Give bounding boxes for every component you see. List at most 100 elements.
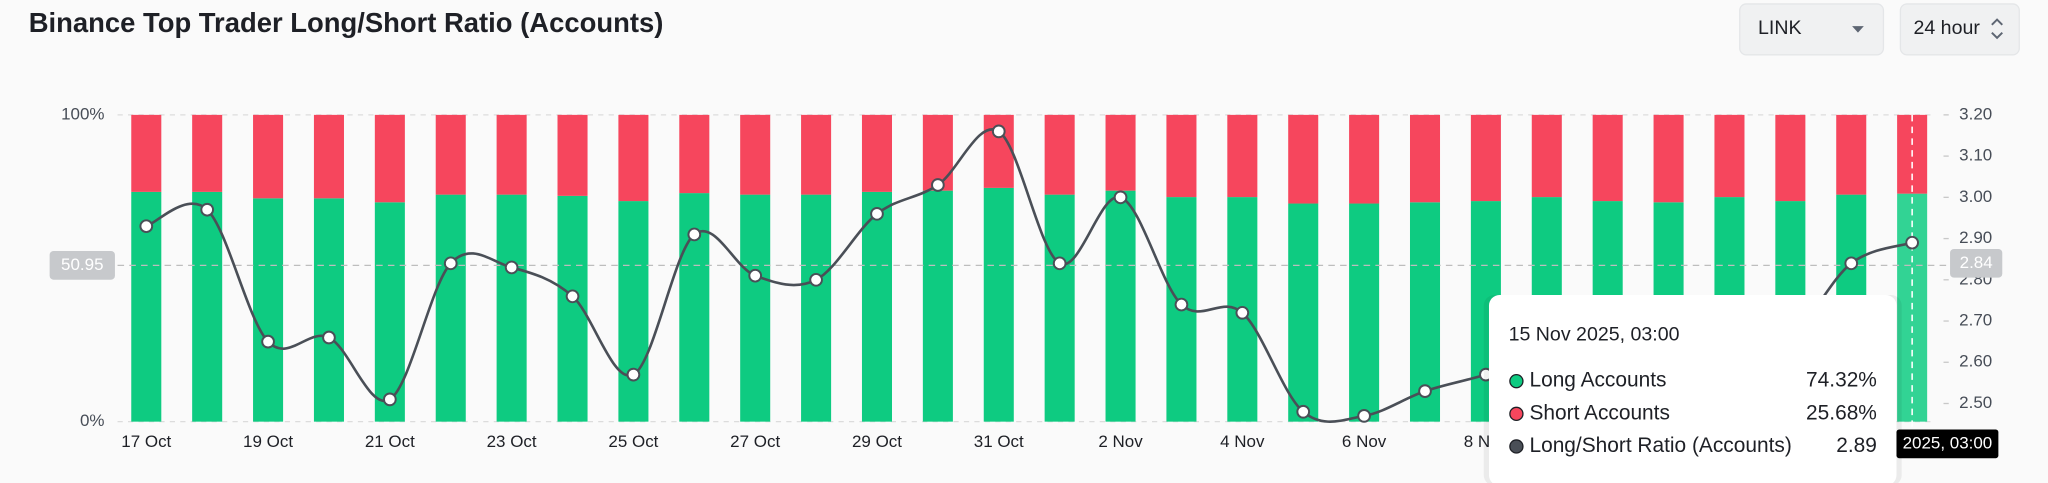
ratio-point: [1174, 297, 1189, 312]
short-bar: [618, 114, 649, 202]
tooltip: 15 Nov 2025, 03:00 Long Accounts 74.32% Sho…: [1483, 295, 1902, 483]
y2-tick-label: 2.70: [1959, 311, 1992, 330]
short-bar: [496, 114, 527, 195]
tooltip-value: 2.89: [1836, 434, 1877, 457]
crosshair-y2-label-box: [1950, 248, 2003, 278]
ratio-point: [1844, 256, 1859, 271]
short-bar: [313, 114, 344, 199]
long-bar: [192, 191, 223, 422]
symbol-dropdown[interactable]: LINK: [1739, 3, 1885, 56]
short-bar: [557, 114, 588, 196]
short-bar: [192, 114, 223, 192]
period-dropdown[interactable]: 24 hour: [1899, 3, 2020, 56]
ratio-point: [931, 178, 945, 192]
y2-tick-label: 3.00: [1959, 187, 1992, 206]
long-bar: [801, 194, 832, 422]
short-bar: [1653, 114, 1684, 203]
short-bar: [1227, 114, 1258, 198]
x-tick-label: 4 Nov: [1220, 432, 1265, 451]
long-bar: [618, 201, 649, 422]
short-bar: [1044, 114, 1075, 195]
crosshair-y-label-box: [49, 250, 115, 280]
x-tick-label: 27 Oct: [730, 432, 780, 451]
tooltip-value: 74.32%: [1806, 369, 1877, 392]
ratio-point: [1418, 384, 1432, 398]
short-bar: [1592, 114, 1623, 202]
crosshair-x-label-box: [1896, 429, 1999, 459]
long-bar: [922, 190, 953, 422]
ratio-point: [443, 256, 458, 271]
ratio-point: [1113, 190, 1128, 205]
long-bar: [1105, 190, 1136, 422]
short-bar: [1288, 114, 1319, 204]
ratio-point: [1052, 256, 1067, 271]
x-tick-label: 17 Oct: [121, 432, 171, 451]
short-bar: [922, 114, 953, 191]
ratio-point: [382, 392, 397, 407]
x-tick-label: 19 Oct: [243, 432, 293, 451]
ratio-point: [1357, 409, 1371, 423]
y2-tick-label: 2.60: [1959, 352, 1992, 371]
short-bar: [861, 114, 893, 192]
x-tick-label: 31 Oct: [974, 432, 1024, 451]
ratio-point: [322, 330, 336, 345]
ratio-point: [1235, 305, 1250, 320]
short-bar: [131, 114, 162, 192]
x-tick-label: 25 Oct: [608, 432, 658, 451]
y-tick-label: 0%: [80, 411, 105, 430]
ratio-point: [748, 268, 763, 283]
short-bar: [1105, 114, 1136, 191]
dropdown-value[interactable]: LINK: [1758, 17, 1802, 39]
x-tick-label: 23 Oct: [487, 432, 537, 451]
long-bar: [740, 194, 771, 422]
ratio-point: [261, 334, 275, 349]
short-bar: [1166, 114, 1197, 198]
short-bar: [1409, 114, 1441, 203]
tooltip-series-name: Long/Short Ratio (Accounts): [1529, 434, 1791, 457]
long-bar: [983, 187, 1014, 422]
crosshair-x-label: 2025, 03:00: [1903, 433, 1993, 452]
short-bar: [679, 114, 710, 194]
long-bar: [313, 198, 344, 422]
short-bar: [1836, 114, 1867, 195]
ratio-point: [687, 227, 702, 242]
y-tick-label: 100%: [61, 104, 104, 123]
ratio-point: [626, 367, 641, 382]
tooltip-box: [1488, 295, 1897, 483]
tooltip-series-name: Long Accounts: [1529, 369, 1666, 392]
tooltip-swatch: [1509, 406, 1524, 421]
x-tick-label: 2 Nov: [1098, 432, 1143, 451]
long-bar: [679, 193, 710, 422]
ratio-point: [565, 289, 580, 304]
y2-tick-label: 2.90: [1959, 228, 1992, 247]
long-bar: [435, 194, 466, 422]
long-bar: [861, 191, 893, 422]
long-bar: [496, 194, 527, 422]
long-bar: [374, 202, 405, 422]
short-bar: [1714, 114, 1745, 198]
chart-title: Binance Top Trader Long/Short Ratio (Acc…: [29, 7, 664, 38]
tooltip-series-name: Short Accounts: [1529, 401, 1669, 424]
dropdown-box[interactable]: [1739, 3, 1885, 56]
long-bar: [1349, 203, 1380, 422]
short-bar: [1349, 114, 1380, 204]
x-tick-label: 29 Oct: [852, 432, 902, 451]
short-bar: [1531, 114, 1562, 198]
short-bar: [740, 114, 771, 195]
dropdown-value[interactable]: 24 hour: [1913, 17, 1980, 39]
short-bar: [801, 114, 832, 195]
ratio-point: [1905, 235, 1919, 250]
short-bar: [374, 114, 405, 203]
long-bar: [253, 198, 284, 422]
tooltip-swatch: [1509, 439, 1524, 454]
x-tick-label: 6 Nov: [1342, 432, 1387, 451]
dropdown-box[interactable]: [1899, 3, 2020, 56]
ratio-point: [991, 124, 1006, 139]
tooltip-swatch: [1509, 373, 1524, 389]
crosshair-y2-label: 2.84: [1960, 253, 1993, 272]
ratio-point: [504, 260, 519, 275]
tooltip-title: 15 Nov 2025, 03:00: [1509, 324, 1680, 346]
y2-tick-label: 3.20: [1959, 104, 1992, 123]
